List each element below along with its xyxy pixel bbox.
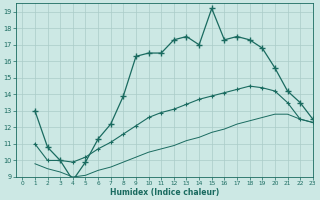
X-axis label: Humidex (Indice chaleur): Humidex (Indice chaleur) <box>110 188 219 197</box>
